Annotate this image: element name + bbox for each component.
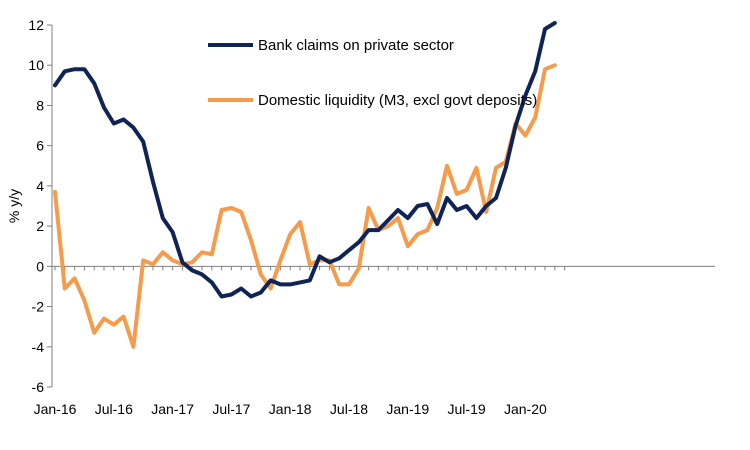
legend-label: Domestic liquidity (M3, excl govt deposi…	[258, 92, 537, 109]
x-tick-label: Jul-17	[212, 401, 250, 417]
x-tick-label: Jan-19	[386, 401, 429, 417]
x-tick-label: Jul-16	[95, 401, 133, 417]
y-tick-label: -6	[32, 379, 45, 395]
x-tick-label: Jul-18	[330, 401, 368, 417]
y-tick-label: 0	[36, 258, 44, 274]
series-lines	[53, 21, 557, 349]
y-axis: 12 10 8 6 4 2 0 -2 -4 -6	[28, 17, 53, 395]
x-axis: Jan-16 Jul-16 Jan-17 Jul-17 Jan-18 Jul-18 Jan-…	[34, 265, 715, 417]
y-tick-label: 4	[36, 178, 44, 194]
legend-label: Bank claims on private sector	[258, 37, 454, 54]
x-tick-label: Jan-20	[504, 401, 547, 417]
y-tick-label: 6	[36, 138, 44, 154]
legend: Bank claims on private sector Domestic li…	[208, 37, 537, 109]
x-tick-label: Jan-17	[151, 401, 194, 417]
y-axis-title: % y/y	[6, 189, 22, 223]
y-tick-label: 10	[28, 57, 44, 73]
x-tick-label: Jul-19	[448, 401, 486, 417]
y-tick-label: 8	[36, 97, 44, 113]
y-tick-label: -4	[32, 339, 45, 355]
series-line-0	[53, 21, 557, 299]
x-tick-label: Jan-16	[34, 401, 77, 417]
y-tick-label: 2	[36, 218, 44, 234]
x-tick-label: Jan-18	[269, 401, 312, 417]
y-tick-label: -2	[32, 299, 45, 315]
y-tick-label: 12	[28, 17, 44, 33]
series-line-1	[53, 63, 557, 349]
